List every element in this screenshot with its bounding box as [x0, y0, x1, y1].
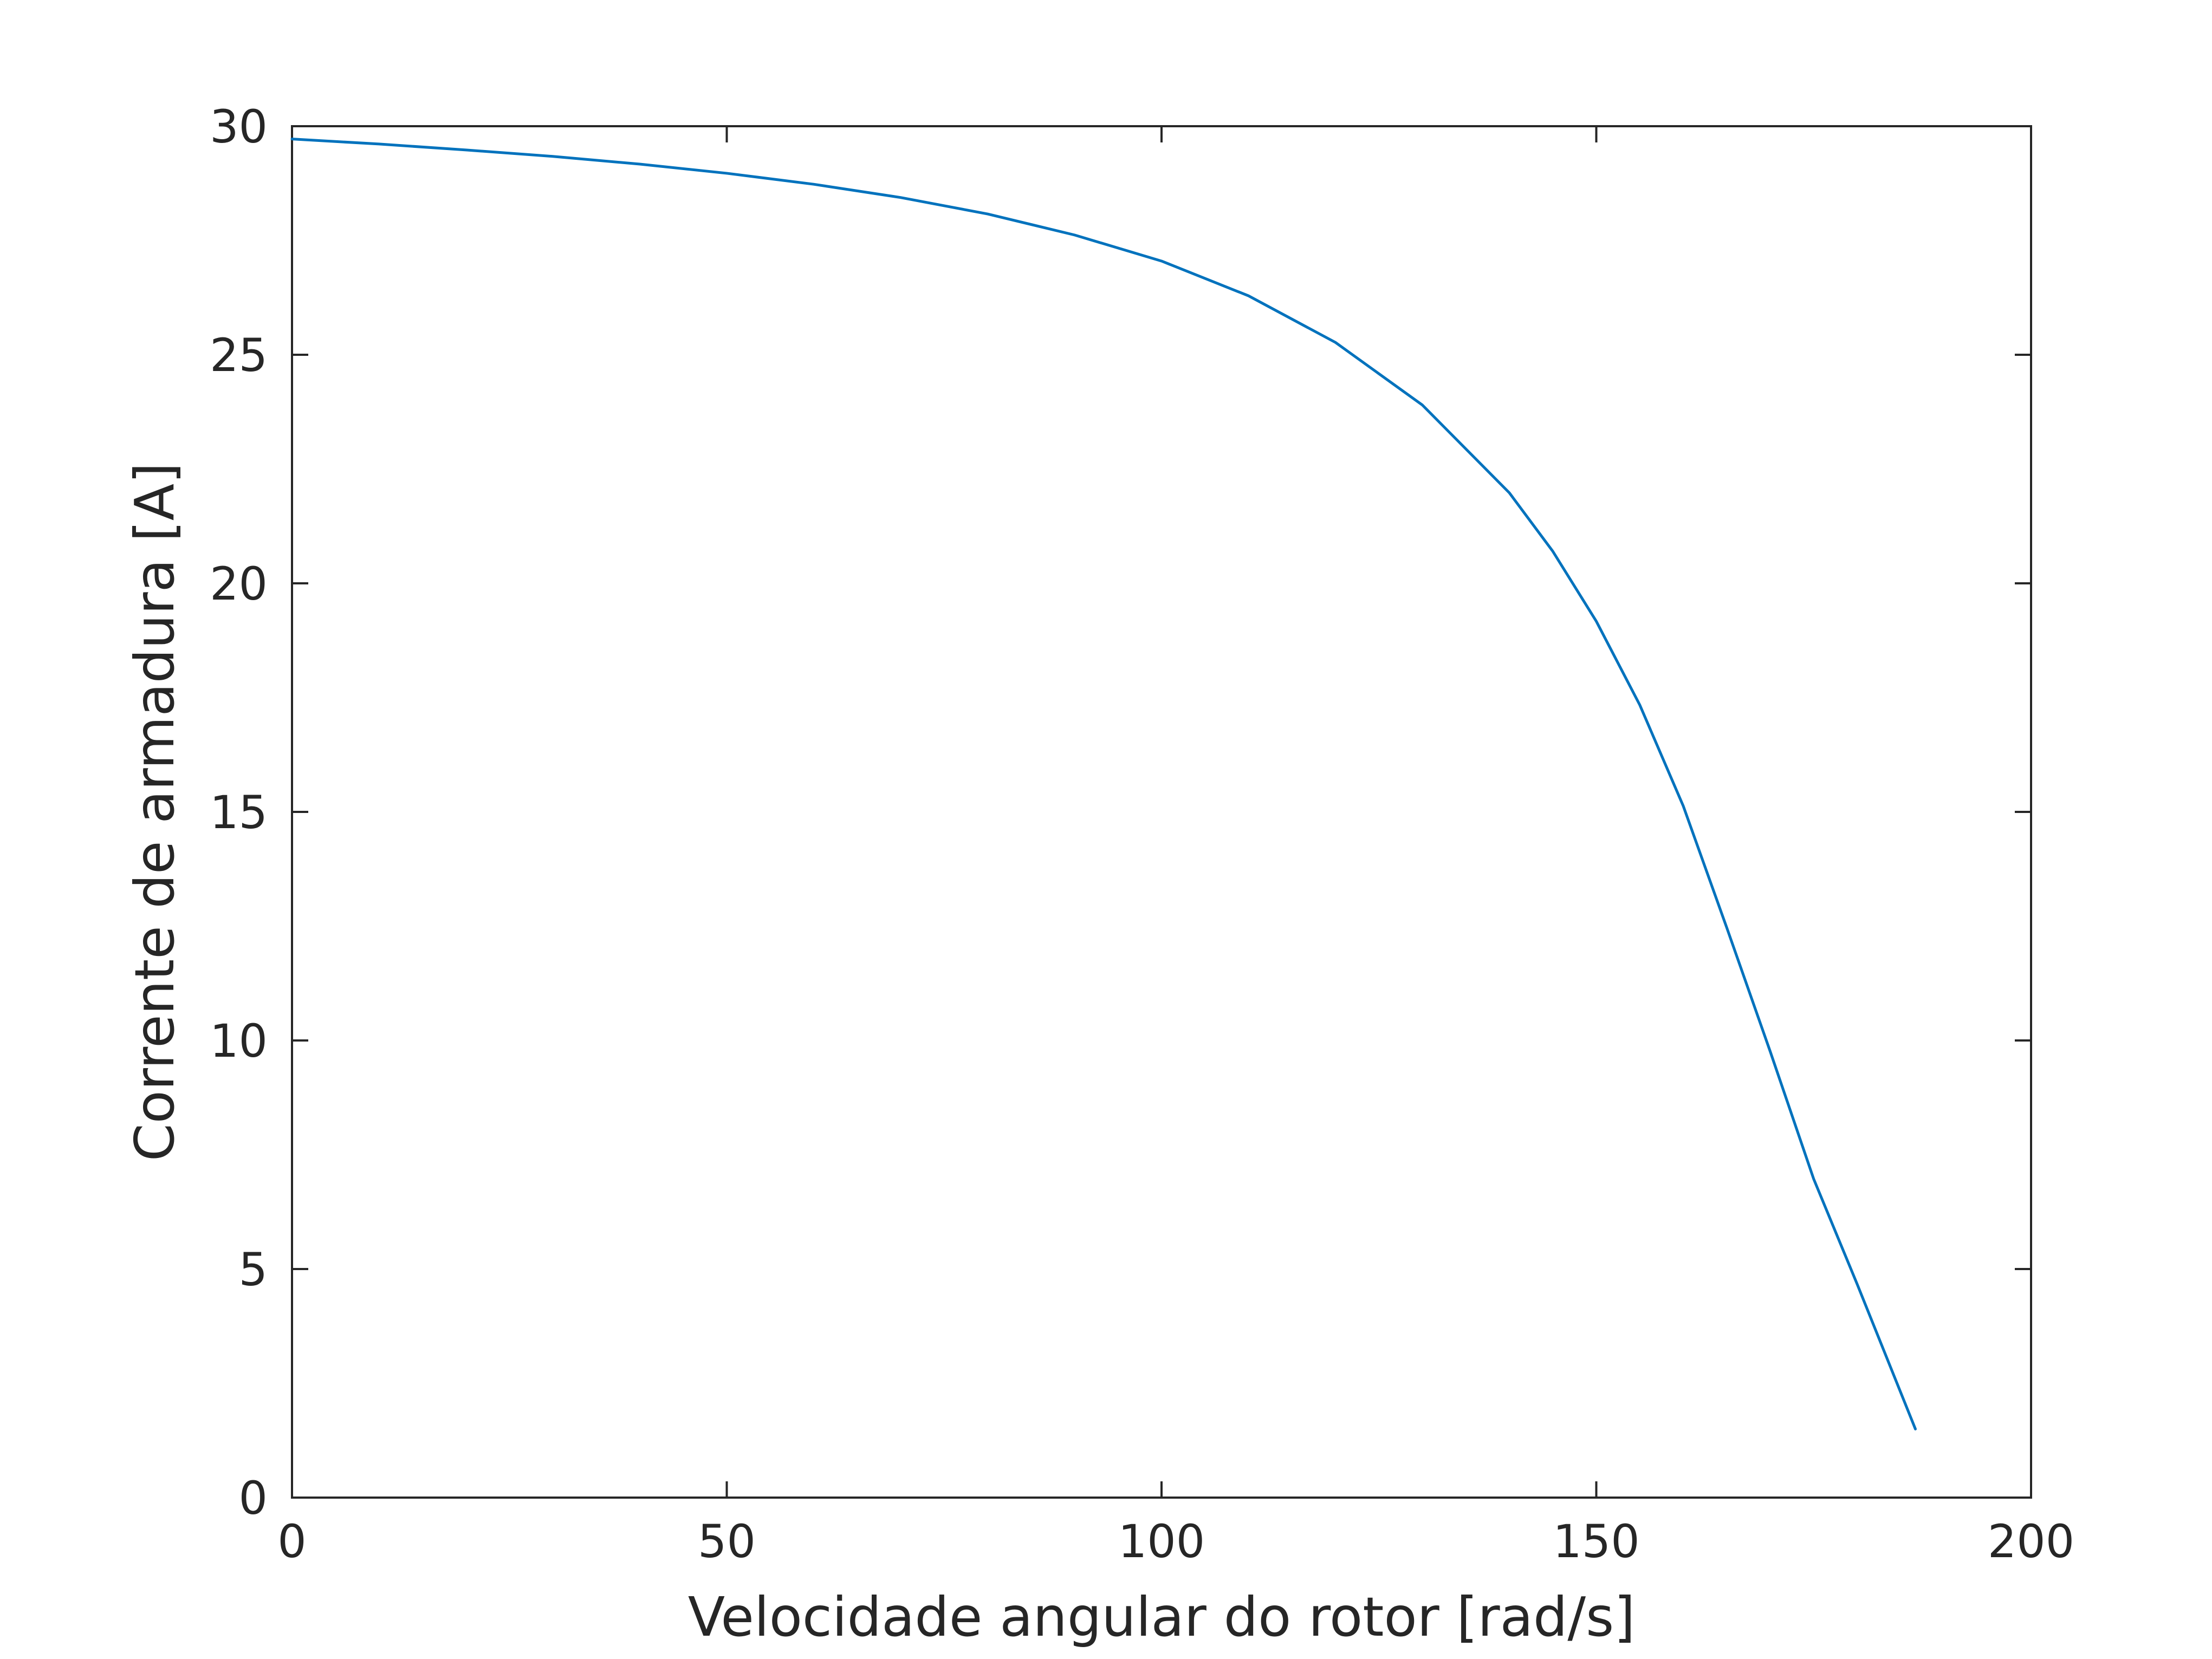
axes — [291, 125, 2032, 1499]
x-tick-label: 0 — [277, 1515, 306, 1568]
y-tick-label: 15 — [210, 786, 268, 839]
y-tick-label: 30 — [210, 100, 268, 153]
labels-layer: 0 50 100 150 200 0 5 10 15 20 25 30 Velocidade angul… — [123, 100, 2074, 1649]
series-layer — [290, 138, 1917, 1430]
x-tick-label: 100 — [1118, 1515, 1205, 1568]
plot-frame — [291, 125, 2032, 1499]
y-tick-label: 20 — [210, 557, 268, 610]
y-tick-label: 0 — [239, 1472, 268, 1525]
series-line-0 — [290, 138, 1917, 1430]
y-tick-label: 5 — [239, 1243, 268, 1296]
x-tick-label: 50 — [698, 1515, 756, 1568]
y-tick-label: 25 — [210, 329, 268, 382]
y-tick-label: 10 — [210, 1014, 268, 1068]
x-tick-label: 200 — [1988, 1515, 2074, 1568]
x-axis-label: Velocidade angular do rotor [rad/s] — [688, 1585, 1635, 1649]
y-axis-label: Corrente de armadura [A] — [123, 463, 186, 1161]
x-tick-label: 150 — [1553, 1515, 1639, 1568]
